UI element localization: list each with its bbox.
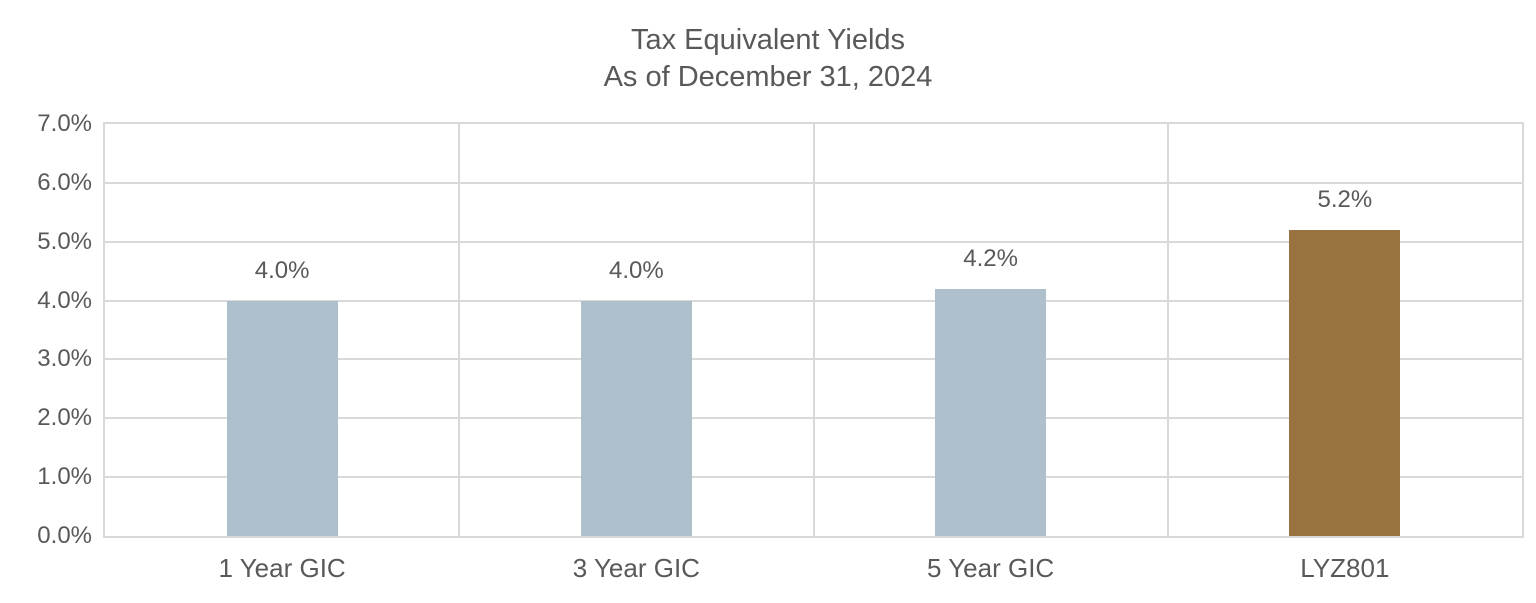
bar-3-year-gic [580,300,692,536]
chart-title-line-2: As of December 31, 2024 [603,61,933,93]
bar-value-label-5-year-gic: 4.2% [963,244,1018,272]
bar-value-label-1-year-gic: 4.0% [254,256,310,284]
y-axis-tick-label-4-0pct: 4.0% [37,286,92,314]
bar-value-label-lyz801: 5.2% [1317,185,1373,213]
x-axis-label-5-year-gic: 5 Year GIC [927,553,1055,583]
plot-area [103,122,1524,538]
y-axis-tick-label-6-0pct: 6.0% [37,168,92,196]
y-axis-tick-label-0-0pct: 0.0% [37,522,92,549]
y-axis-tick-label-2-0pct: 2.0% [37,404,92,432]
x-axis-label-1-year-gic: 1 Year GIC [218,553,346,583]
y-axis-tick-label-5-0pct: 5.0% [37,227,92,255]
bar-1-year-gic [226,300,338,536]
x-axis-label-3-year-gic: 3 Year GIC [572,553,700,583]
bar-5-year-gic [935,288,1047,536]
gridline-vertical [1166,124,1169,536]
y-axis-tick-label-1-0pct: 1.0% [37,463,92,491]
chart-title: Tax Equivalent Yields As of December 31,… [40,22,1496,96]
chart-title-line-1: Tax Equivalent Yields [630,24,906,56]
x-axis-label-lyz801: LYZ801 [1300,553,1390,583]
gridline-vertical [812,124,815,536]
y-axis-tick-label-7-0pct: 7.0% [37,110,92,137]
gridline-vertical [458,124,461,536]
bar-lyz801 [1289,229,1401,536]
y-axis-tick-label-3-0pct: 3.0% [37,345,92,373]
bar-value-label-3-year-gic: 4.0% [609,256,664,284]
